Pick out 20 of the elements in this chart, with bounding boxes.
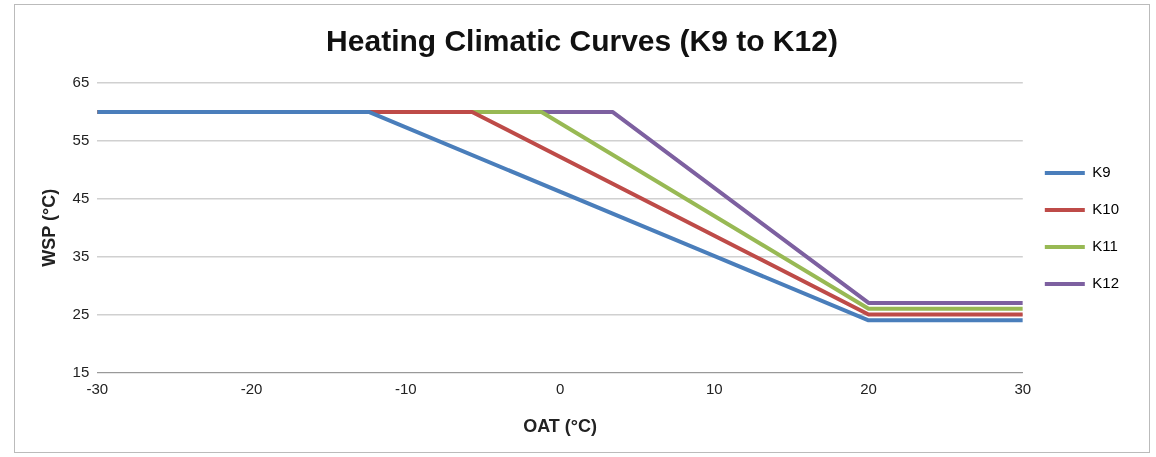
y-axis-title: WSP (°C) (38, 188, 59, 267)
legend-label: K9 (1092, 163, 1111, 181)
y-tick-label: 15 (72, 362, 90, 380)
legend-label: K10 (1092, 200, 1120, 218)
x-tick-label: 30 (1014, 379, 1032, 397)
y-tick-label: 55 (72, 131, 90, 149)
y-tick-label: 65 (72, 73, 90, 91)
legend-label: K12 (1092, 274, 1120, 292)
x-tick-label: 20 (860, 379, 877, 397)
legend-label: K11 (1092, 237, 1118, 255)
y-tick-label: 45 (72, 188, 90, 206)
x-tick-label: -30 (86, 379, 109, 397)
y-tick-label: 25 (72, 304, 90, 322)
y-tick-label: 35 (72, 246, 90, 264)
x-tick-label: 0 (555, 379, 565, 397)
x-tick-label: -20 (240, 379, 263, 397)
x-axis-title: OAT (°C) (523, 416, 597, 437)
x-tick-label: -10 (394, 379, 417, 397)
chart-title: Heating Climatic Curves (K9 to K12) (326, 24, 838, 58)
x-tick-label: 10 (705, 379, 723, 397)
